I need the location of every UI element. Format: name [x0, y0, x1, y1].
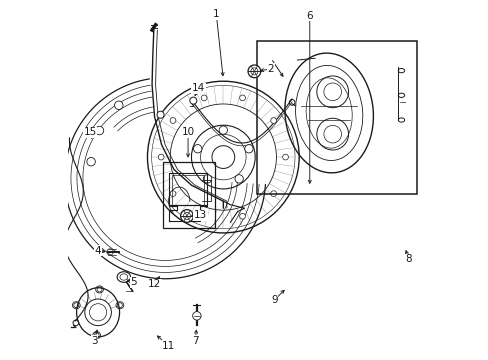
Circle shape [201, 213, 206, 219]
Circle shape [203, 175, 211, 183]
Circle shape [192, 312, 201, 320]
Circle shape [180, 210, 193, 222]
Text: 2: 2 [267, 64, 274, 74]
Circle shape [95, 126, 103, 135]
Circle shape [239, 95, 245, 101]
Text: 11: 11 [162, 341, 175, 351]
Circle shape [87, 157, 95, 166]
Circle shape [247, 65, 260, 78]
Text: 8: 8 [405, 255, 411, 264]
Bar [256, 41, 417, 194]
Text: 1: 1 [213, 9, 219, 19]
Text: 9: 9 [271, 295, 277, 305]
Text: 4: 4 [95, 246, 101, 256]
Circle shape [193, 145, 202, 153]
Text: 13: 13 [193, 210, 206, 220]
Circle shape [170, 191, 176, 197]
Text: 14: 14 [192, 83, 205, 93]
Circle shape [282, 154, 288, 160]
Circle shape [270, 191, 276, 197]
Circle shape [219, 126, 227, 134]
Text: 5: 5 [130, 277, 137, 287]
Text: 6: 6 [306, 11, 312, 21]
Circle shape [158, 154, 163, 160]
Circle shape [189, 97, 197, 104]
Circle shape [114, 101, 123, 109]
Bar [163, 162, 214, 228]
Text: 15: 15 [83, 127, 97, 138]
Circle shape [244, 145, 253, 153]
Circle shape [270, 118, 276, 123]
Text: 10: 10 [181, 127, 194, 138]
Circle shape [201, 95, 206, 101]
Text: 12: 12 [147, 279, 161, 289]
Text: 7: 7 [191, 336, 198, 346]
Circle shape [239, 213, 245, 219]
Circle shape [170, 118, 176, 123]
Circle shape [157, 111, 164, 118]
Circle shape [235, 175, 243, 183]
Text: 3: 3 [91, 336, 98, 346]
